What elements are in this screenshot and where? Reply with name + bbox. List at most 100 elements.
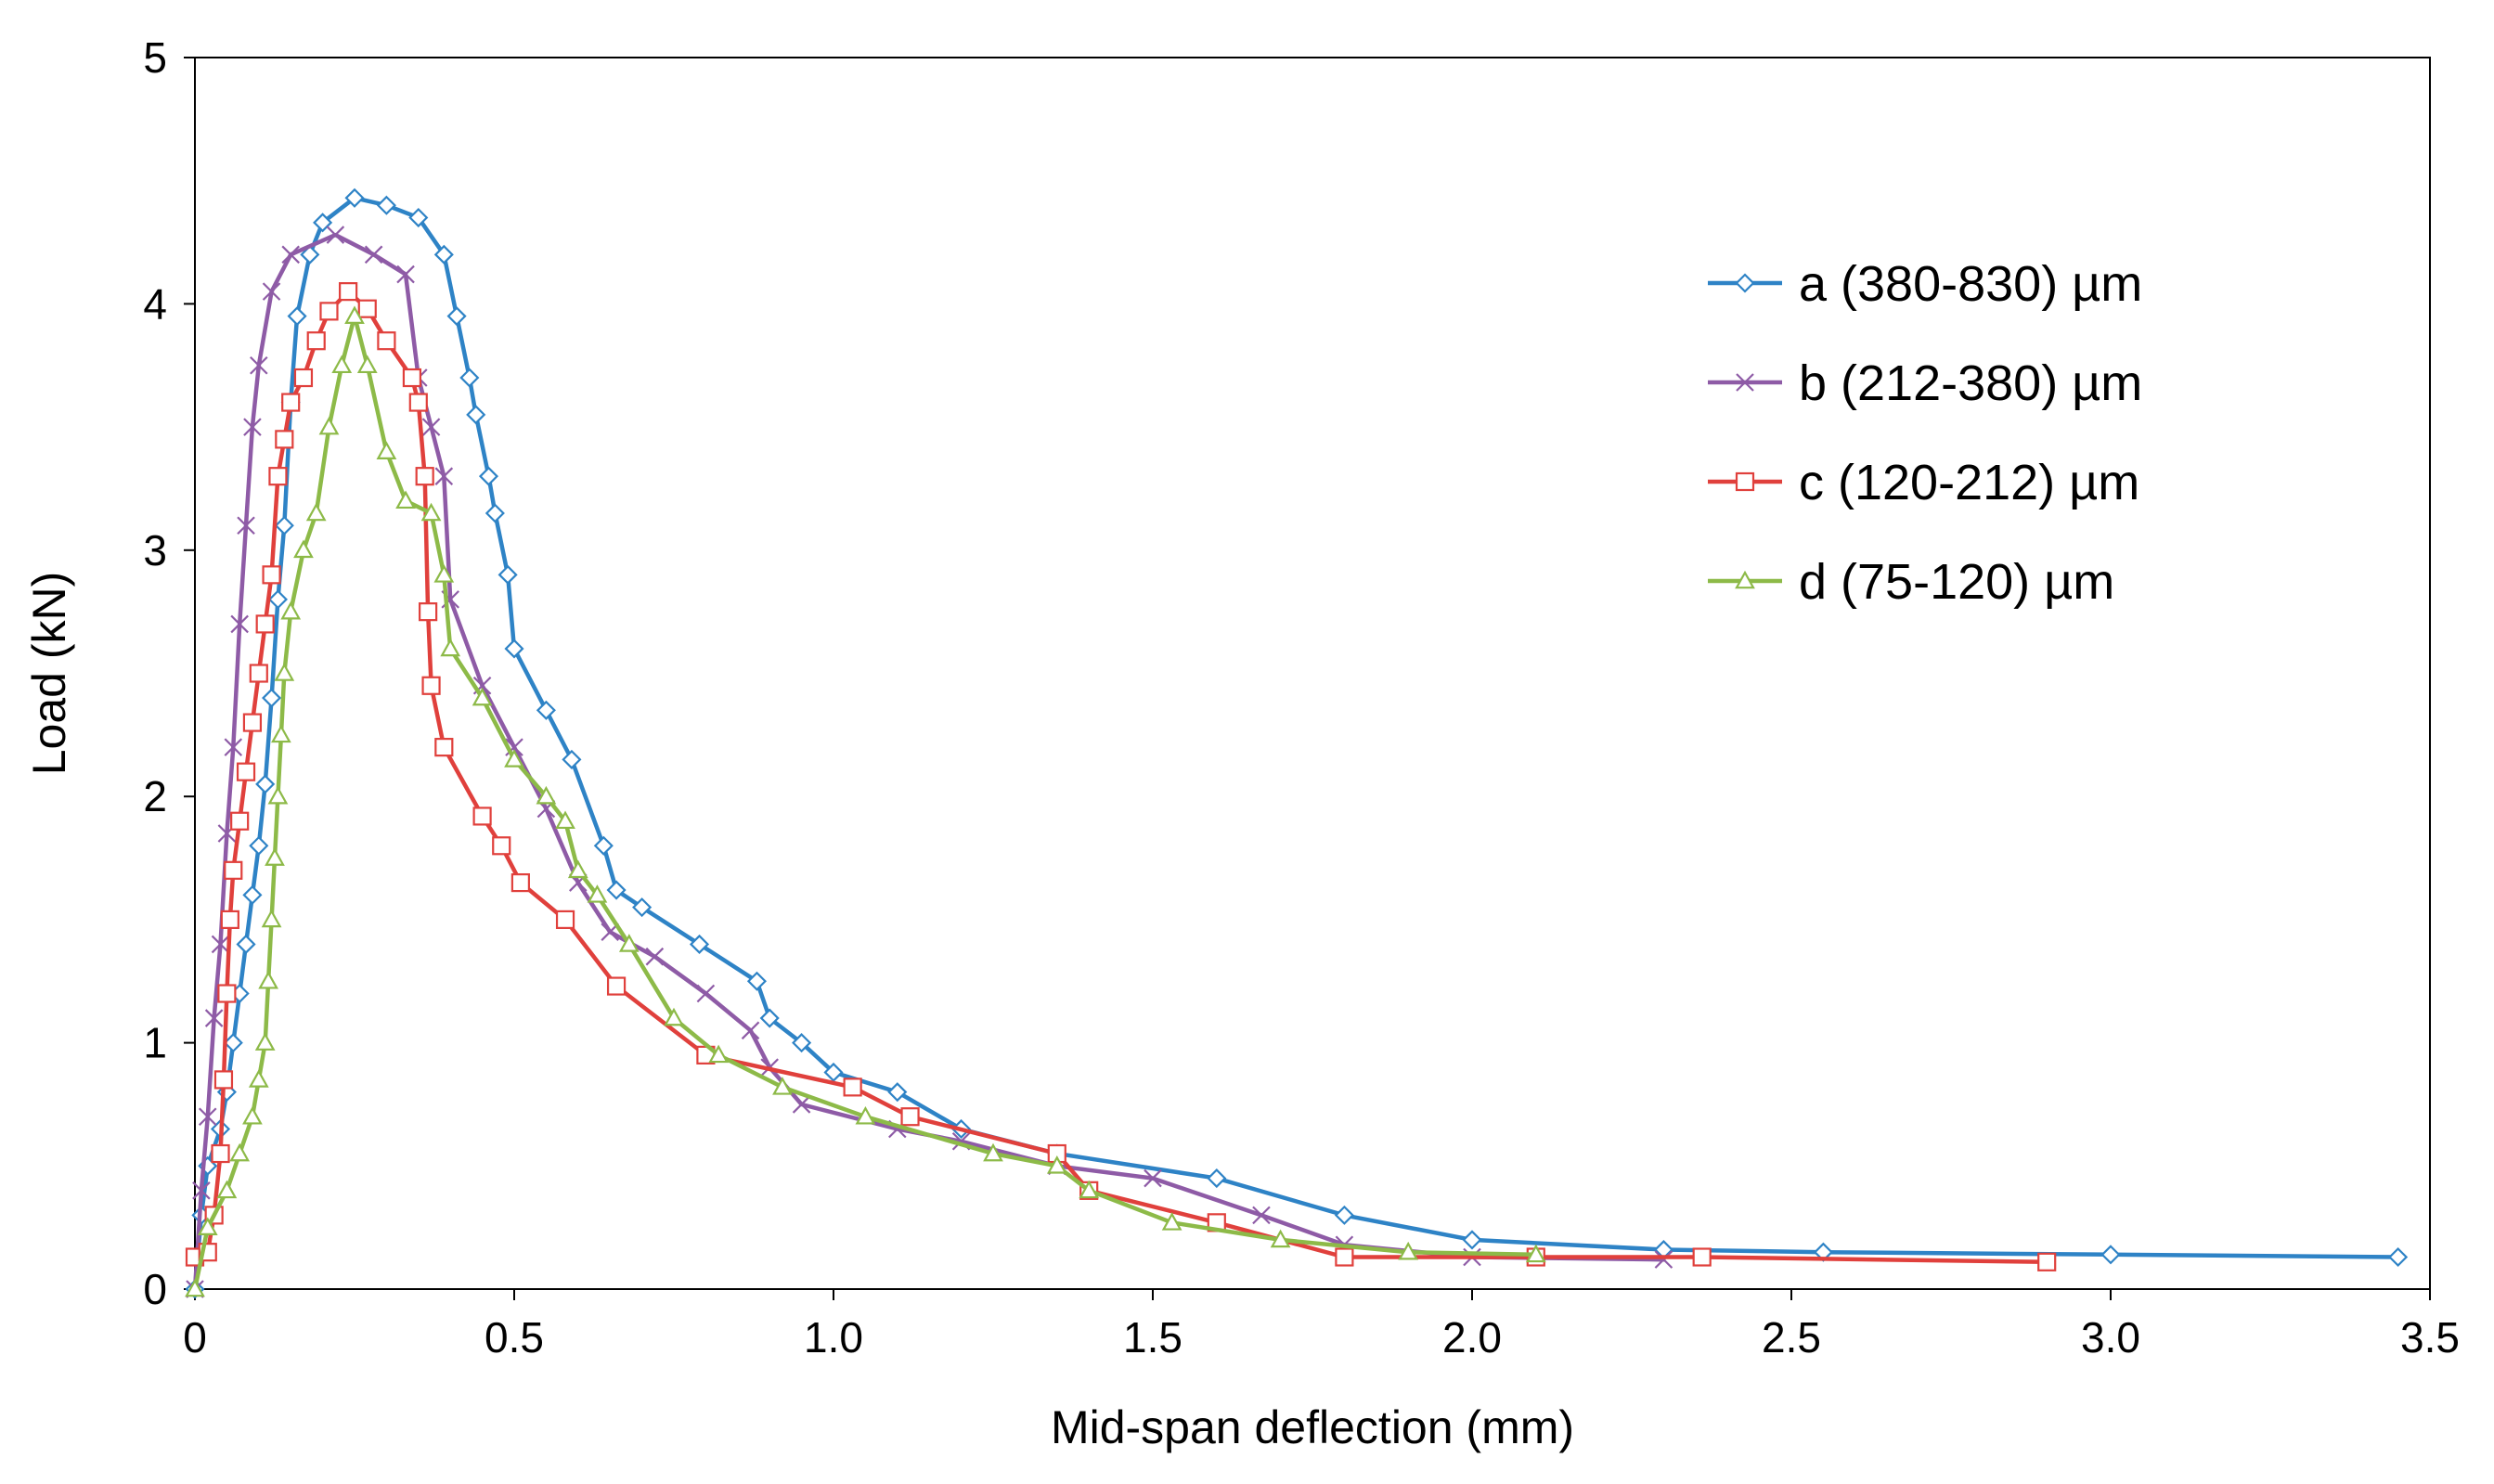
data-point xyxy=(326,226,345,244)
x-tick-label: 2.0 xyxy=(1442,1313,1502,1361)
data-point xyxy=(223,1033,243,1053)
data-point xyxy=(281,393,301,412)
data-point xyxy=(267,589,288,610)
data-point xyxy=(265,847,285,866)
data-point xyxy=(536,785,557,805)
data-point xyxy=(478,466,499,486)
x-tick-label: 1.5 xyxy=(1123,1313,1182,1361)
data-point xyxy=(446,306,467,327)
legend: a (380-830) µm b (212-380) µm c (120-212) … xyxy=(1708,256,2142,610)
data-point xyxy=(319,302,339,321)
data-point xyxy=(306,331,326,351)
data-point xyxy=(344,305,365,324)
data-point xyxy=(618,934,640,952)
x-axis-title: Mid-span deflection (mm) xyxy=(1051,1401,1574,1453)
data-point xyxy=(434,738,454,757)
data-point xyxy=(262,282,281,301)
axes: 0 0.5 1.0 1.5 2.0 2.5 3.0 3.5 0 1 2 3 4 5 xyxy=(143,33,2460,1361)
data-point xyxy=(376,195,396,215)
series-line xyxy=(192,314,1539,1292)
legend-marker xyxy=(1736,373,1754,392)
data-point xyxy=(433,564,455,583)
data-point xyxy=(274,663,295,681)
data-point xyxy=(421,418,441,436)
legend-label: a (380-830) µm xyxy=(1799,256,2142,312)
data-point xyxy=(396,265,415,284)
data-point xyxy=(357,299,377,318)
data-point xyxy=(258,970,278,989)
data-point xyxy=(772,1077,793,1095)
data-point xyxy=(293,539,314,559)
data-point xyxy=(293,368,314,388)
data-point xyxy=(741,1021,760,1040)
data-point xyxy=(224,738,243,756)
series-c xyxy=(185,282,2057,1271)
data-point xyxy=(242,884,263,905)
plot-frame xyxy=(194,57,2431,1290)
data-point xyxy=(1252,1206,1271,1225)
data-point xyxy=(237,516,255,536)
data-point xyxy=(472,687,493,706)
data-point xyxy=(211,1143,230,1164)
y-tick-label: 1 xyxy=(143,1019,167,1067)
data-point xyxy=(192,1181,211,1200)
data-point xyxy=(408,207,429,228)
data-point xyxy=(216,1180,238,1199)
x-tick-label: 3.0 xyxy=(2081,1313,2140,1361)
data-point xyxy=(1654,1250,1673,1269)
data-point xyxy=(485,503,505,523)
data-point xyxy=(855,1105,876,1125)
data-point xyxy=(792,1095,811,1114)
data-point xyxy=(377,331,396,351)
legend-label: d (75-120) µm xyxy=(1799,554,2114,610)
data-point xyxy=(1335,1247,1354,1267)
data-point xyxy=(792,1033,812,1053)
data-point xyxy=(746,971,767,991)
data-point xyxy=(708,1044,730,1064)
data-point xyxy=(1207,1168,1227,1189)
data-point xyxy=(236,934,256,954)
data-point xyxy=(440,638,461,657)
data-point xyxy=(204,1009,224,1027)
data-point xyxy=(843,1078,862,1097)
data-point xyxy=(498,564,518,585)
data-point xyxy=(459,368,480,388)
data-point xyxy=(243,418,262,436)
data-point xyxy=(313,213,333,233)
data-point xyxy=(344,187,365,208)
data-point xyxy=(1398,1241,1419,1260)
data-point xyxy=(185,1278,205,1297)
data-point xyxy=(318,416,340,435)
data-point xyxy=(887,1082,908,1103)
data-point xyxy=(632,897,653,918)
legend-item: b (212-380) µm xyxy=(1708,355,2142,411)
data-point xyxy=(331,355,353,374)
series-line xyxy=(192,289,2049,1265)
data-point xyxy=(1270,1229,1291,1248)
data-point xyxy=(510,872,530,893)
data-point xyxy=(504,639,524,659)
data-point xyxy=(211,935,230,954)
series-layer xyxy=(185,187,2409,1299)
data-point xyxy=(267,785,289,805)
x-tick-label: 2.5 xyxy=(1762,1313,1821,1361)
data-point xyxy=(248,1069,269,1088)
x-tick-label: 0.5 xyxy=(485,1313,544,1361)
x-tick-label: 1.0 xyxy=(804,1313,863,1361)
legend-marker xyxy=(1735,471,1755,492)
data-point xyxy=(1334,1205,1354,1225)
data-point xyxy=(198,1107,217,1126)
data-point xyxy=(606,976,627,996)
data-point xyxy=(274,515,294,536)
data-point xyxy=(466,405,486,425)
data-point xyxy=(254,1032,276,1051)
data-point xyxy=(242,713,263,732)
data-point xyxy=(1462,1230,1482,1250)
data-point xyxy=(555,810,575,830)
y-axis-title: Load (kN) xyxy=(23,572,75,776)
data-point xyxy=(1144,1168,1162,1188)
data-point xyxy=(689,934,710,954)
data-point xyxy=(356,355,378,374)
data-point xyxy=(900,1107,920,1127)
data-point xyxy=(364,245,383,265)
